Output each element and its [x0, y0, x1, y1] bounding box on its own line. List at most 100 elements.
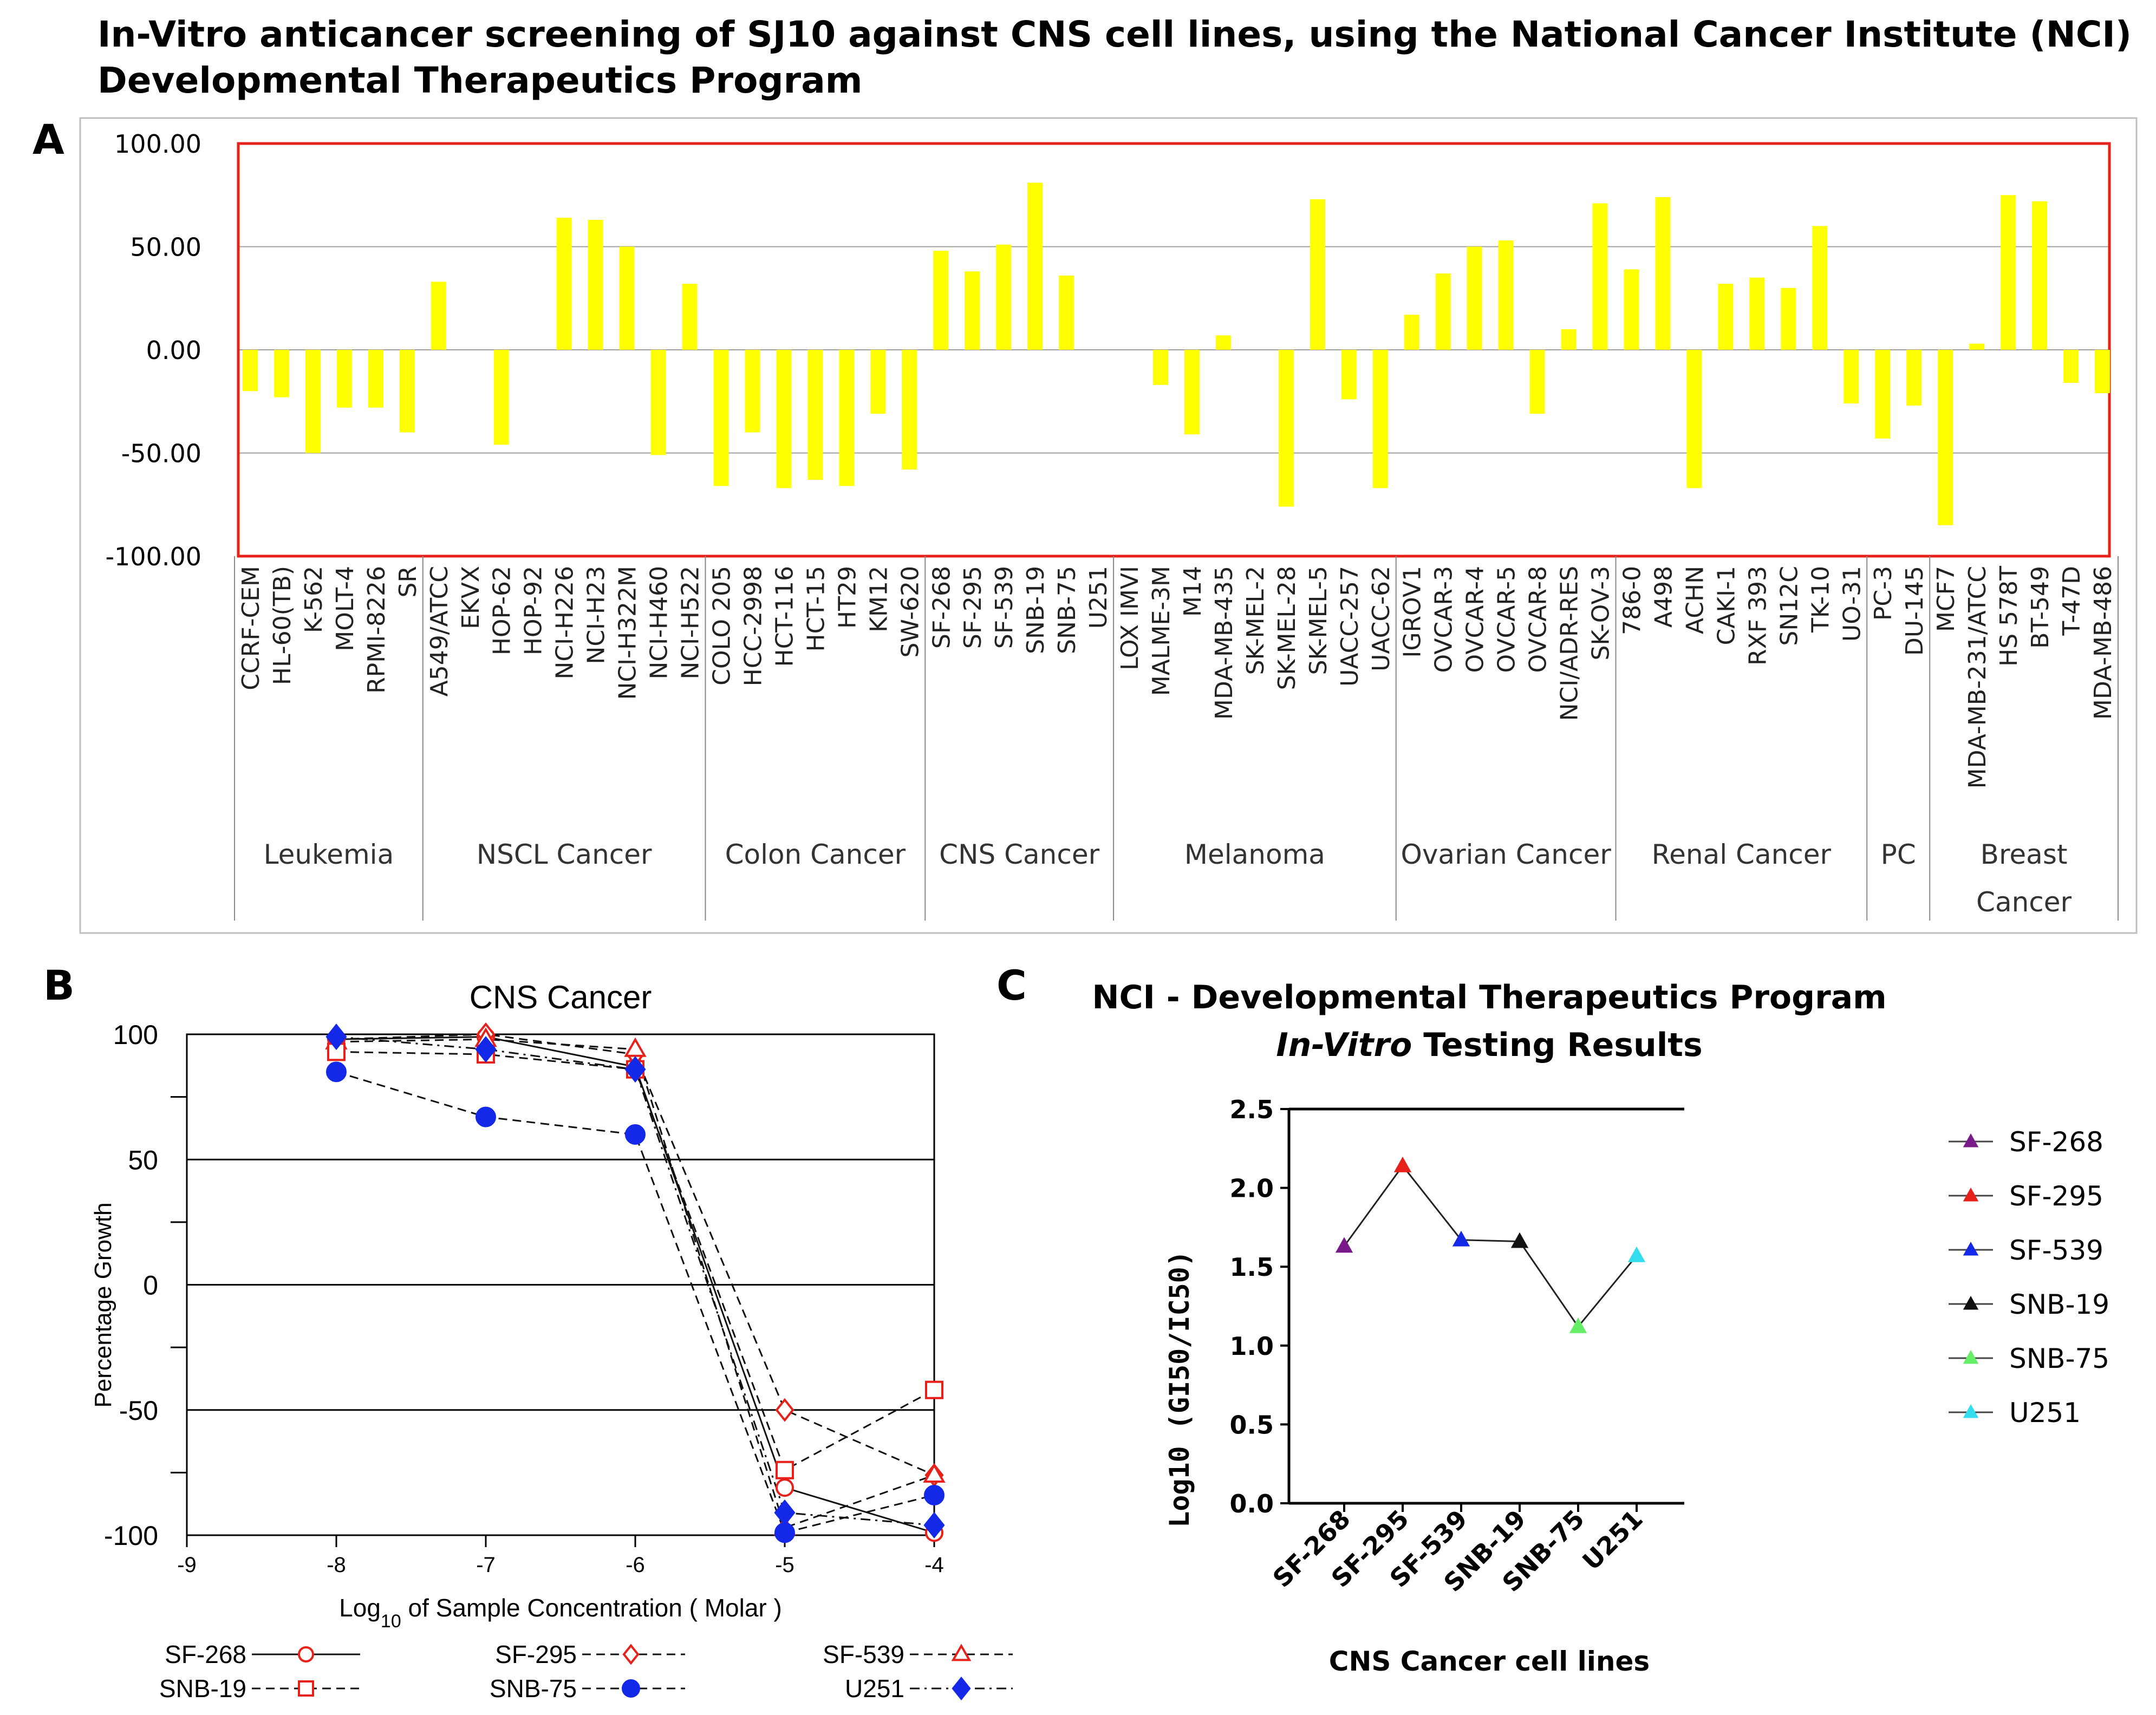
panel-a-bar — [1749, 277, 1765, 350]
panel-b-point — [774, 1499, 796, 1526]
panel-c-y-tick-label: 0.5 — [1230, 1410, 1274, 1439]
panel-a-group-label: PC — [1881, 839, 1916, 870]
panel-a-bar — [996, 244, 1012, 350]
panel-a-category-label: HT29 — [833, 566, 861, 629]
panel-a-category-label: UO-31 — [1838, 566, 1866, 642]
panel-a-category-label: OVCAR-3 — [1430, 566, 1458, 673]
panel-a-bar — [1781, 288, 1796, 350]
panel-a-bar — [556, 218, 572, 350]
panel-a-bar — [1372, 350, 1388, 488]
panel-a-bar — [682, 284, 698, 350]
panel-a-category-label: NCI-H322M — [614, 566, 642, 700]
panel-b-point — [325, 1023, 347, 1051]
panel-label-c: C — [996, 961, 1027, 1009]
panel-a-bar — [1938, 350, 1953, 525]
panel-a-category-label: UACC-62 — [1367, 566, 1395, 671]
panel-b-x-axis-label-subscript: 10 — [381, 1611, 401, 1632]
panel-a-category-label: SN12C — [1775, 566, 1803, 646]
panel-a-bars — [243, 182, 2110, 525]
panel-b-point — [475, 1036, 497, 1063]
panel-a-bar — [1906, 350, 1922, 406]
panel-b-y-tick-label: 50 — [128, 1145, 158, 1175]
panel-c-legend-marker — [1963, 1188, 1979, 1202]
panel-b-x-tick-label: -4 — [924, 1553, 944, 1577]
panel-a-category-label: SK-OV-3 — [1587, 566, 1615, 661]
panel-a-bar — [305, 350, 321, 453]
panel-b-gridlines — [187, 1158, 934, 1411]
panel-c-point — [1569, 1317, 1587, 1333]
panel-a-category-label: A498 — [1650, 566, 1677, 628]
panel-a-bar — [902, 350, 917, 469]
panel-a-bar — [776, 350, 792, 488]
panel-a-bar — [745, 350, 760, 433]
panel-c-line — [1343, 1164, 1638, 1328]
panel-c-legend-marker — [1963, 1404, 1979, 1418]
panel-a-category-label: COLO 205 — [708, 566, 735, 686]
panel-a-group-label: Renal Cancer — [1652, 839, 1832, 870]
panel-a-bar — [1059, 275, 1074, 350]
panel-a-category-label: SW-620 — [896, 566, 924, 658]
panel-b-point — [774, 1522, 795, 1543]
panel-a-group-labels: Leukemia NSCL Cancer Colon Cancer CNS Cance… — [234, 556, 2119, 921]
panel-a-bar — [1310, 199, 1325, 350]
figure-title-line2: Developmental Therapeutics Program — [97, 60, 863, 101]
panel-a-bar — [1278, 350, 1294, 507]
panel-a-category-label: NCI-H23 — [583, 566, 610, 664]
panel-a-category-label: NCI-H460 — [646, 566, 673, 680]
panel-a-bar — [588, 219, 603, 350]
panel-a-category-label: ACHN — [1681, 566, 1709, 634]
panel-b-legend-marker — [622, 1679, 640, 1698]
panel-a-category-label: MALME-3M — [1148, 566, 1175, 696]
panel-a-y-tick-label: 0.00 — [146, 336, 201, 365]
panel-a-category-label: HCT-15 — [802, 566, 830, 652]
panel-b-x-tick-label: -8 — [327, 1553, 346, 1577]
panel-b-series — [325, 1022, 946, 1543]
panel-a-group-label: Leukemia — [264, 839, 394, 870]
panel-a-category-label: HOP-92 — [520, 566, 548, 655]
panel-b-legend-marker — [952, 1677, 971, 1700]
panel-b-plot-border — [186, 1033, 935, 1536]
panel-a-category-label: LOX IMVI — [1116, 566, 1144, 670]
panel-b-legend-marker — [298, 1680, 314, 1697]
panel-a-bar — [1624, 269, 1639, 350]
panel-a-category-labels: CCRF-CEM HL-60(TB) K-562 MOLT-4 RPMI-8226 SR A… — [237, 566, 2117, 788]
panel-a-frame — [79, 117, 2138, 934]
panel-a-category-label: HOP-62 — [488, 566, 516, 655]
panel-b-x-axis-label-rest: of Sample Concentration ( Molar ) — [401, 1594, 782, 1622]
panel-a-y-tick-label: 50.00 — [130, 233, 201, 262]
panel-c-y-tick-label: 0.0 — [1230, 1489, 1274, 1518]
panel-c-legend-label: SNB-75 — [2009, 1343, 2109, 1374]
panel-b-legend-label: SNB-19 — [159, 1674, 246, 1703]
panel-a-bar — [807, 350, 823, 480]
panel-b-y-axis-label: Percentage Growth — [90, 1202, 116, 1407]
panel-c-y-tick-label: 1.5 — [1230, 1253, 1274, 1282]
panel-a-bar — [1467, 246, 1482, 350]
panel-a-category-label: CCRF-CEM — [237, 566, 265, 690]
panel-a-category-label: KM12 — [865, 566, 893, 632]
panel-a-category-label: MCF7 — [1932, 566, 1960, 632]
panel-b-point — [624, 1056, 646, 1083]
panel-a-category-label: CAKI-1 — [1712, 566, 1740, 645]
panel-a-category-label: MOLT-4 — [331, 566, 359, 651]
panel-a-bar — [2063, 350, 2079, 383]
panel-a-group-label: NSCL Cancer — [477, 839, 652, 870]
panel-a-bar — [1812, 226, 1828, 350]
panel-a-category-label: BT-549 — [2027, 566, 2054, 649]
panel-c-y-tick-label: 1.0 — [1230, 1332, 1274, 1361]
panel-c-title-line1: NCI - Developmental Therapeutics Program — [1092, 979, 1886, 1016]
panel-c-legend-label: SF-268 — [2009, 1126, 2103, 1158]
panel-b-series-line — [336, 1071, 935, 1534]
panel-a-category-label: 786-0 — [1619, 566, 1646, 635]
panel-a-category-label: SR — [394, 566, 422, 598]
panel-c-legend-label: U251 — [2009, 1397, 2081, 1429]
panel-b-x-axis-label: Log10 of Sample Concentration ( Molar ) — [339, 1594, 782, 1632]
panel-a-bar — [1153, 350, 1169, 385]
panel-a-bar — [2095, 350, 2110, 394]
panel-c-legend: SF-268 SF-295 SF-539 SNB-19 SNB-75 U251 — [1949, 1126, 2109, 1429]
panel-b-point — [326, 1061, 347, 1083]
panel-b-point — [776, 1460, 794, 1479]
panel-a-category-label: TK-10 — [1807, 566, 1834, 633]
panel-a-bar — [1844, 350, 1859, 404]
panel-a-bar — [493, 350, 509, 445]
